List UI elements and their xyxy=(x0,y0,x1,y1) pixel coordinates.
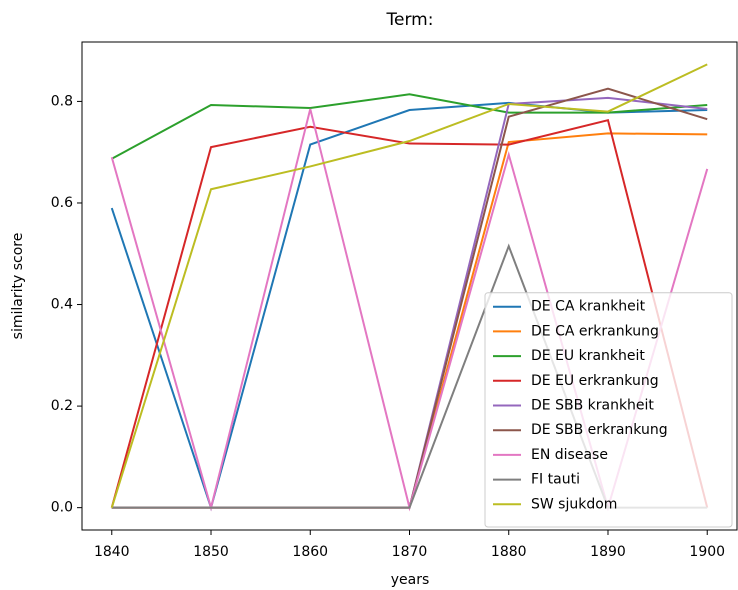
x-tick-label: 1840 xyxy=(94,544,130,560)
legend-label: DE CA erkrankung xyxy=(531,323,659,339)
legend-box xyxy=(484,292,733,528)
legend-label: DE CA krankheit xyxy=(531,299,646,315)
legend-label: EN disease xyxy=(531,447,608,463)
x-tick-label: 1890 xyxy=(590,544,626,560)
y-tick-label: 0.4 xyxy=(51,297,73,313)
y-tick-label: 0.6 xyxy=(51,195,73,211)
y-tick-label: 0.0 xyxy=(51,500,73,516)
series-line xyxy=(110,63,708,508)
x-tick-label: 1850 xyxy=(193,544,229,560)
legend-label: SW sjukdom xyxy=(531,496,617,512)
legend-label: DE EU erkrankung xyxy=(531,373,659,389)
y-tick-label: 0.2 xyxy=(51,398,73,414)
legend-label: DE SBB erkrankung xyxy=(531,422,668,438)
x-tick-label: 1880 xyxy=(491,544,527,560)
y-axis-label: similarity score xyxy=(10,233,26,340)
legend-label: FI tauti xyxy=(531,472,580,488)
series-line xyxy=(111,93,708,160)
x-tick-label: 1860 xyxy=(292,544,328,560)
plot-frame xyxy=(81,41,738,531)
x-tick-label: 1870 xyxy=(392,544,428,560)
series-line xyxy=(110,118,709,508)
x-tick-label: 1900 xyxy=(689,544,725,560)
x-axis-label: years xyxy=(391,572,430,588)
legend-label: DE SBB krankheit xyxy=(531,398,654,414)
chart-title: Term: xyxy=(386,10,434,30)
y-tick-label: 0.8 xyxy=(51,93,73,109)
legend-label: DE EU krankheit xyxy=(531,348,645,364)
